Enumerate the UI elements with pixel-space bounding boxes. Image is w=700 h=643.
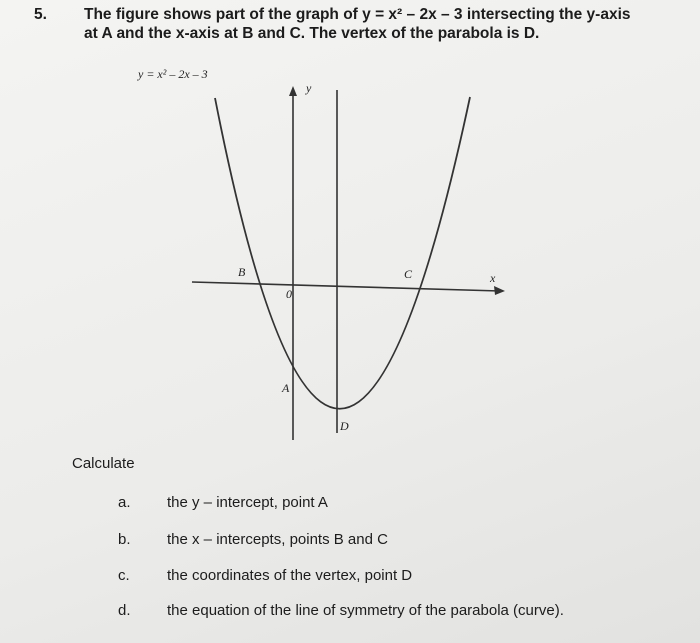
item-text: the x – intercepts, points B and C [167, 531, 388, 548]
question-line: at A and the x-axis at B and C. The vert… [84, 25, 540, 42]
y-arrow [289, 86, 297, 96]
item-letter: d. [118, 602, 131, 619]
item-letter: b. [118, 531, 131, 548]
point-label: D [339, 419, 349, 433]
x-label: x [489, 271, 496, 285]
question-line: The figure shows part of the graph of y … [84, 6, 631, 23]
origin-label: 0 [286, 287, 292, 301]
item-text: the equation of the line of symmetry of … [167, 602, 564, 619]
item-letter: a. [118, 494, 131, 511]
item-text: the coordinates of the vertex, point D [167, 567, 413, 584]
equation-label: y = x² – 2x – 3 [137, 67, 208, 81]
parabola [214, 96, 471, 410]
y-label: y [305, 81, 312, 95]
point-label: A [281, 381, 290, 395]
item-text: the y – intercept, point A [167, 494, 328, 511]
calculate: Calculate [72, 455, 135, 472]
x-arrow [494, 286, 505, 295]
item-letter: c. [118, 567, 130, 584]
point-label: C [404, 267, 413, 281]
point-label: B [238, 265, 246, 279]
x-axis [191, 281, 501, 292]
question-number: 5. [34, 6, 47, 23]
